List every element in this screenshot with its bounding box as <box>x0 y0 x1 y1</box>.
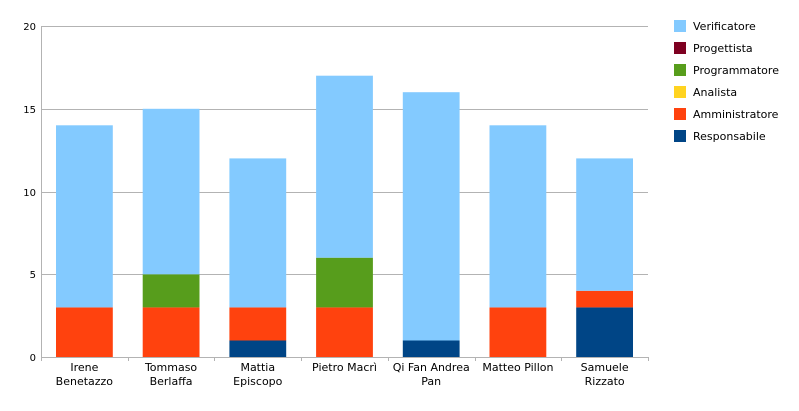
y-tick-label: 20 <box>23 22 36 33</box>
legend-swatch-progettista <box>674 42 686 54</box>
bar-segment-verificatore <box>576 158 633 291</box>
y-tick-label: 15 <box>23 105 36 116</box>
bar-segment-amministratore <box>489 307 547 357</box>
bar-segment-programmatore <box>316 257 373 308</box>
bar-segment-verificatore <box>56 125 113 308</box>
x-category-label-line: Pan <box>421 375 441 388</box>
bar-segment-verificatore <box>316 75 373 258</box>
bar-segment-verificatore <box>142 108 200 275</box>
bar-segment-responsabile <box>576 307 633 357</box>
bar-segment-amministratore <box>316 307 373 357</box>
bar-segment-amministratore <box>576 290 633 308</box>
x-category-label-line: Rizzato <box>585 375 625 388</box>
bar-segment-responsabile <box>229 340 287 357</box>
legend-swatch-amministratore <box>674 108 686 120</box>
bar-segment-amministratore <box>56 307 113 357</box>
bar-segment-verificatore <box>489 125 547 308</box>
y-tick-label: 10 <box>23 188 36 199</box>
legend-label-programmatore: Programmatore <box>693 64 779 77</box>
y-tick-label: 5 <box>30 270 36 281</box>
bar-segment-verificatore <box>229 158 287 308</box>
x-category-label: Matteo Pillon <box>482 361 553 374</box>
legend-label-responsabile: Responsabile <box>693 130 766 143</box>
bar-segment-programmatore <box>142 274 200 308</box>
x-category-label-line: Benetazzo <box>56 375 114 388</box>
legend-swatch-analista <box>674 86 686 98</box>
x-category-label-line: Samuele <box>581 361 629 374</box>
legend-swatch-verificatore <box>674 20 686 32</box>
legend-label-progettista: Progettista <box>693 42 753 55</box>
x-category-label-line: Mattia <box>240 361 275 374</box>
bar-segment-amministratore <box>142 307 200 357</box>
bar-segment-responsabile <box>402 340 460 357</box>
bars <box>56 75 633 357</box>
x-category-label: Mattia Episcopo <box>233 361 282 388</box>
x-category-label: Pietro Macrì <box>312 361 377 374</box>
x-category-label: Tommaso Berlaffa <box>144 361 197 388</box>
legend-label-amministratore: Amministratore <box>693 108 779 121</box>
legend: Verificatore Progettista Programmatore Anal… <box>674 20 779 143</box>
x-category-label-line: Berlaffa <box>150 375 193 388</box>
legend-swatch-responsabile <box>674 130 686 142</box>
y-tick-label: 0 <box>30 353 36 364</box>
x-category-label: Samuele Rizzato <box>581 361 629 388</box>
x-category-label-line: Irene <box>70 361 98 374</box>
x-category-label-line: Episcopo <box>233 375 282 388</box>
legend-label-analista: Analista <box>693 86 737 99</box>
legend-swatch-programmatore <box>674 64 686 76</box>
x-category-label: Irene Benetazzo <box>56 361 114 388</box>
x-category-label-line: Matteo Pillon <box>482 361 553 374</box>
x-category-label-line: Qi Fan Andrea <box>393 361 470 374</box>
x-category-label: Qi Fan Andrea Pan <box>393 361 470 388</box>
x-category-label-line: Pietro Macrì <box>312 361 377 374</box>
bar-segment-amministratore <box>229 307 287 341</box>
legend-label-verificatore: Verificatore <box>693 20 756 33</box>
x-category-label-line: Tommaso <box>144 361 197 374</box>
bar-segment-verificatore <box>402 92 460 341</box>
